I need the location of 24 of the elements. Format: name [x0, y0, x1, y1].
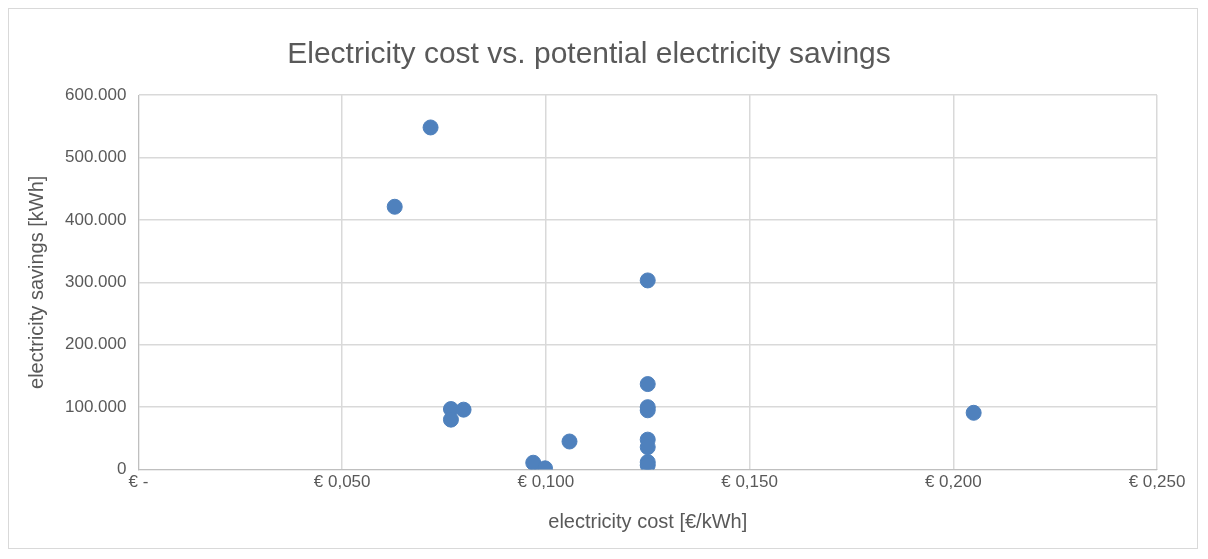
point: [422, 119, 439, 136]
y-tick-label: 300.000: [65, 271, 127, 291]
point: [965, 404, 982, 421]
x-axis-title: electricity cost [€/kWh]: [548, 509, 748, 532]
point: [561, 433, 578, 450]
y-tick-label: 200.000: [65, 334, 127, 354]
y-tick-label: 100.000: [65, 396, 127, 416]
y-tick-label: 0: [116, 459, 127, 479]
point: [455, 401, 472, 418]
x-tick-label: € 0,050: [313, 472, 371, 492]
point: [639, 376, 656, 393]
x-tick-label: € -: [128, 472, 149, 492]
x-tick-label: € 0,250: [1128, 472, 1186, 492]
x-tick-label: € 0,100: [517, 472, 575, 492]
point: [525, 454, 542, 470]
chart-title: Electricity cost vs. potential electricity savings: [287, 36, 891, 70]
point: [639, 272, 656, 289]
y-tick-label: 400.000: [65, 209, 127, 229]
y-tick-label: 600.000: [65, 84, 127, 104]
y-axis-title: electricity savings [kWh]: [24, 175, 47, 389]
x-tick-label: € 0,200: [924, 472, 982, 492]
y-tick-label: 500.000: [65, 147, 127, 167]
x-tick-label: € 0,150: [721, 472, 778, 492]
point: [386, 198, 403, 215]
